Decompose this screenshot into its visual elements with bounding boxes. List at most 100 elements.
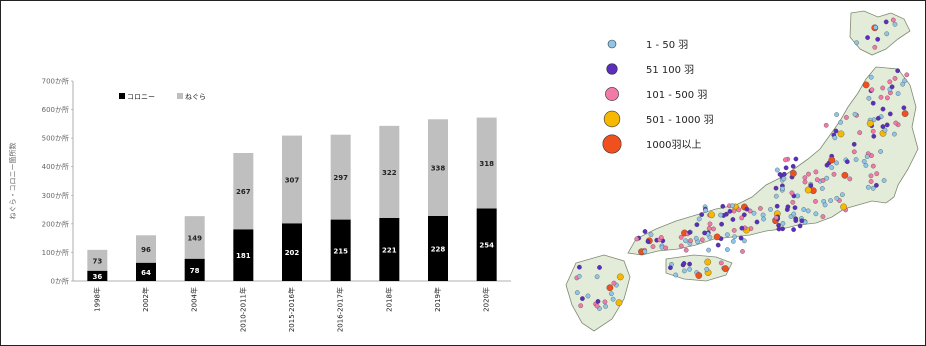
y-tick-label: 600か所 xyxy=(42,105,69,114)
map-dot xyxy=(813,169,819,175)
map-dot xyxy=(900,81,906,87)
map-dot xyxy=(878,94,884,100)
map-dot xyxy=(824,175,830,181)
map-dot xyxy=(878,149,883,154)
bar-colony xyxy=(282,223,302,281)
map-dot xyxy=(884,122,890,128)
data-label-roost: 318 xyxy=(479,160,494,168)
map-dot xyxy=(594,274,600,280)
map-legend-swatch xyxy=(603,110,621,128)
map-legend-swatch xyxy=(607,39,617,49)
map-dot xyxy=(857,130,863,135)
map-dot xyxy=(792,205,798,211)
map-dot xyxy=(790,199,796,205)
map-dot xyxy=(642,229,648,234)
map-dot xyxy=(780,221,786,226)
map-dot xyxy=(783,165,789,171)
map-legend-label: 1000羽以上 xyxy=(646,139,701,151)
map-dot xyxy=(861,159,867,164)
map-dot xyxy=(874,182,879,188)
map-dot xyxy=(806,171,811,177)
map-dot xyxy=(834,112,839,117)
map-dot xyxy=(864,154,870,159)
map-dot xyxy=(875,115,881,121)
map-dot xyxy=(718,260,724,266)
map-dot xyxy=(713,233,721,241)
map-dot xyxy=(875,36,881,42)
y-tick-label: 700か所 xyxy=(42,77,69,86)
map-dot xyxy=(840,192,845,198)
y-tick-label: 300か所 xyxy=(42,191,69,200)
map-dot xyxy=(725,247,730,252)
y-tick-label: 200か所 xyxy=(42,219,69,228)
map-dot xyxy=(574,290,580,295)
map-dot xyxy=(688,238,693,244)
map-dot xyxy=(904,72,910,78)
y-axis-label: ねぐら・コロニー箇所数 xyxy=(8,143,17,220)
map-dot xyxy=(814,177,820,183)
map-dot xyxy=(673,272,679,278)
map-dot xyxy=(738,235,744,241)
map-dot xyxy=(844,115,849,120)
map-dot xyxy=(696,216,702,222)
map-dot xyxy=(731,228,737,233)
data-label-roost: 96 xyxy=(141,246,151,254)
data-label-roost: 297 xyxy=(333,174,348,182)
map-legend-swatch xyxy=(606,63,618,75)
map-legend-label: 1 - 50 羽 xyxy=(646,39,688,51)
map-dot xyxy=(823,122,829,128)
hokkaido-shape xyxy=(849,10,911,56)
map-dot xyxy=(813,211,819,217)
map-dot xyxy=(851,141,857,147)
map-dot xyxy=(687,266,692,272)
legend-swatch xyxy=(177,93,183,99)
map-dot xyxy=(682,268,687,274)
map-dot xyxy=(865,35,870,40)
map-dot xyxy=(789,190,795,196)
x-tick-label: 2016-2017年 xyxy=(336,287,345,332)
map-dot xyxy=(781,171,787,177)
map-dot xyxy=(902,78,908,84)
bar-roost xyxy=(87,249,108,271)
map-dot xyxy=(802,179,808,185)
map-dot xyxy=(597,265,602,270)
data-label-colony: 254 xyxy=(479,242,494,250)
map-dot xyxy=(609,291,614,297)
map-dot xyxy=(844,159,850,165)
bar-colony xyxy=(87,270,108,281)
map-legend-label: 101 - 500 羽 xyxy=(646,89,707,101)
data-label-colony: 36 xyxy=(92,273,102,281)
data-label-roost: 73 xyxy=(92,257,102,265)
map-dot xyxy=(741,212,747,218)
map-dot xyxy=(880,106,886,112)
map-dot xyxy=(650,244,656,249)
map-dot xyxy=(730,217,736,222)
bar-roost xyxy=(330,134,351,220)
map-dot xyxy=(851,149,857,155)
data-label-roost: 307 xyxy=(285,176,300,184)
x-tick-label: 2018年 xyxy=(384,287,393,312)
map-dot xyxy=(730,239,736,244)
data-label-colony: 221 xyxy=(382,246,397,254)
map-dot xyxy=(874,171,880,177)
map-dot xyxy=(585,293,591,299)
map-dot xyxy=(847,176,853,182)
map-dot xyxy=(799,218,805,224)
map-dot xyxy=(731,208,737,214)
map-dot xyxy=(715,242,721,248)
data-label-colony: 181 xyxy=(236,252,251,260)
map-dot xyxy=(890,17,896,23)
map-dot xyxy=(895,91,901,96)
y-tick-label: 100か所 xyxy=(42,248,69,257)
map-dot xyxy=(895,68,901,74)
map-dot xyxy=(678,234,684,240)
bar-colony xyxy=(330,219,351,281)
map-dot xyxy=(880,85,886,91)
map-dot xyxy=(881,178,887,183)
map-dot xyxy=(693,235,699,241)
bar-colony xyxy=(233,229,254,281)
x-tick-label: 2002年 xyxy=(141,287,150,312)
map-dot xyxy=(704,258,712,266)
map-dot xyxy=(580,296,585,301)
map-dot xyxy=(739,215,745,221)
